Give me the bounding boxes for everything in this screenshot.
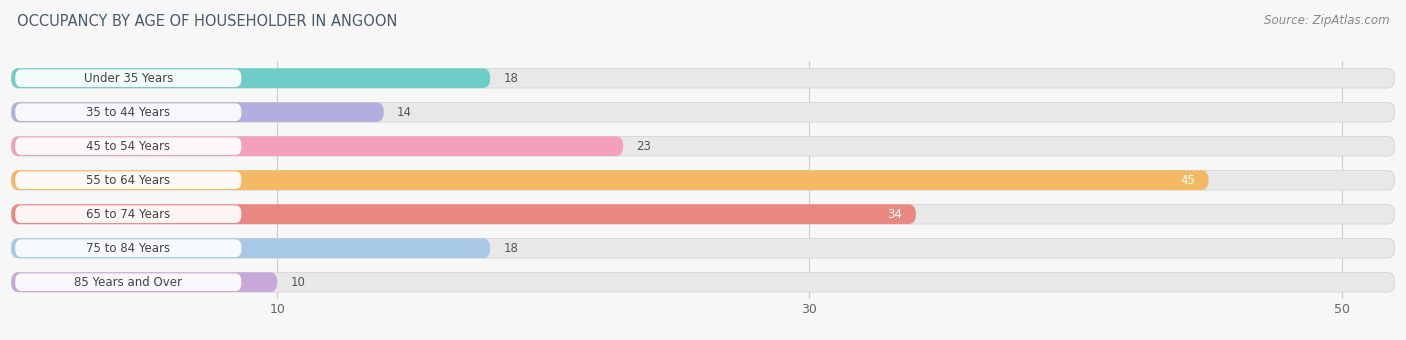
FancyBboxPatch shape — [11, 68, 491, 88]
Text: 10: 10 — [291, 276, 305, 289]
Text: 35 to 44 Years: 35 to 44 Years — [86, 106, 170, 119]
Text: Under 35 Years: Under 35 Years — [84, 72, 173, 85]
FancyBboxPatch shape — [15, 69, 242, 87]
FancyBboxPatch shape — [15, 103, 242, 121]
Text: Source: ZipAtlas.com: Source: ZipAtlas.com — [1264, 14, 1389, 27]
FancyBboxPatch shape — [11, 238, 1395, 258]
FancyBboxPatch shape — [11, 204, 915, 224]
FancyBboxPatch shape — [11, 68, 1395, 88]
FancyBboxPatch shape — [11, 136, 623, 156]
Text: 18: 18 — [503, 242, 519, 255]
Text: 65 to 74 Years: 65 to 74 Years — [86, 208, 170, 221]
FancyBboxPatch shape — [11, 272, 277, 292]
FancyBboxPatch shape — [11, 272, 1395, 292]
Text: 18: 18 — [503, 72, 519, 85]
Text: 75 to 84 Years: 75 to 84 Years — [86, 242, 170, 255]
FancyBboxPatch shape — [11, 170, 1395, 190]
FancyBboxPatch shape — [15, 137, 242, 155]
FancyBboxPatch shape — [15, 239, 242, 257]
FancyBboxPatch shape — [11, 204, 1395, 224]
FancyBboxPatch shape — [11, 170, 1209, 190]
Text: 34: 34 — [887, 208, 903, 221]
Text: 14: 14 — [396, 106, 412, 119]
FancyBboxPatch shape — [11, 238, 491, 258]
Text: 45 to 54 Years: 45 to 54 Years — [86, 140, 170, 153]
Text: 45: 45 — [1180, 174, 1195, 187]
FancyBboxPatch shape — [11, 102, 384, 122]
FancyBboxPatch shape — [15, 273, 242, 291]
Text: 85 Years and Over: 85 Years and Over — [75, 276, 183, 289]
FancyBboxPatch shape — [15, 171, 242, 189]
Text: 23: 23 — [637, 140, 651, 153]
Text: 55 to 64 Years: 55 to 64 Years — [86, 174, 170, 187]
FancyBboxPatch shape — [15, 205, 242, 223]
Text: OCCUPANCY BY AGE OF HOUSEHOLDER IN ANGOON: OCCUPANCY BY AGE OF HOUSEHOLDER IN ANGOO… — [17, 14, 398, 29]
FancyBboxPatch shape — [11, 136, 1395, 156]
FancyBboxPatch shape — [11, 102, 1395, 122]
